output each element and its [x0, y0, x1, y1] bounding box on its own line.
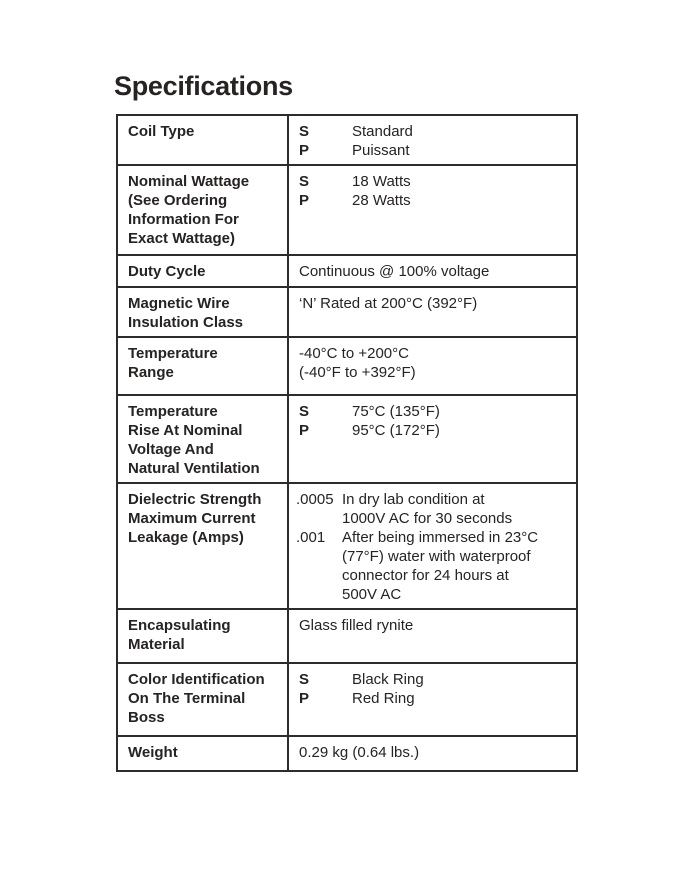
- spec-row-weight: Weight 0.29 kg (0.64 lbs.): [118, 737, 576, 770]
- value-line: 1000V AC for 30 seconds: [342, 510, 513, 527]
- label-line: Coil Type: [128, 123, 195, 140]
- variant-key: P: [299, 690, 310, 707]
- row-label: Nominal Wattage (See Ordering Informatio…: [118, 166, 289, 254]
- row-value: S 75°C (135°F) P 95°C (172°F): [289, 396, 576, 482]
- row-label: Magnetic Wire Insulation Class: [118, 288, 289, 336]
- variant-entry: P 28 Watts: [299, 191, 574, 210]
- label-line: Temperature: [128, 403, 218, 420]
- condition-key: .0005: [296, 491, 334, 508]
- row-value: ‘N’ Rated at 200°C (392°F): [289, 288, 576, 336]
- variant-entry: S 75°C (135°F): [299, 402, 574, 421]
- label-line: Rise At Nominal: [128, 422, 243, 439]
- value-line: 95°C (172°F): [352, 422, 440, 439]
- label-line: Maximum Current: [128, 510, 256, 527]
- variant-entry: S Standard: [299, 122, 574, 141]
- spec-row-color-identification: Color Identification On The Terminal Bos…: [118, 664, 576, 737]
- variant-entry: P Puissant: [299, 141, 574, 160]
- condition-entry: .0005 In dry lab condition at 1000V AC f…: [296, 490, 574, 528]
- condition-text: After being immersed in 23°C (77°F) wate…: [342, 528, 538, 604]
- label-line: Encapsulating: [128, 617, 231, 634]
- row-value: S 18 Watts P 28 Watts: [289, 166, 576, 254]
- variant-key: S: [299, 671, 310, 688]
- row-value: .0005 In dry lab condition at 1000V AC f…: [289, 484, 576, 608]
- value-line: After being immersed in 23°C: [342, 529, 539, 546]
- variant-entry: P Red Ring: [299, 689, 574, 708]
- label-line: Magnetic Wire: [128, 295, 230, 312]
- value-line: 500V AC: [342, 586, 402, 603]
- label-line: Dielectric Strength: [128, 491, 262, 508]
- label-line: Information For: [128, 211, 239, 228]
- condition-entry: .001 After being immersed in 23°C (77°F)…: [296, 528, 574, 604]
- row-value: Glass filled rynite: [289, 610, 576, 662]
- label-line: Natural Ventilation: [128, 460, 260, 477]
- row-label: Color Identification On The Terminal Bos…: [118, 664, 289, 735]
- value-line: 18 Watts: [352, 173, 411, 190]
- value-line: Red Ring: [352, 690, 415, 707]
- label-line: Exact Wattage): [128, 230, 235, 247]
- row-value: 0.29 kg (0.64 lbs.): [289, 737, 576, 770]
- row-label: Coil Type: [118, 116, 289, 164]
- value-line: connector for 24 hours at: [342, 567, 509, 584]
- row-label: Duty Cycle: [118, 256, 289, 286]
- label-line: Voltage And: [128, 441, 214, 458]
- label-line: (See Ordering: [128, 192, 228, 209]
- value-line: Standard: [352, 123, 413, 140]
- label-line: Duty Cycle: [128, 263, 206, 280]
- label-line: Insulation Class: [128, 314, 244, 331]
- spec-row-temperature-rise: Temperature Rise At Nominal Voltage And …: [118, 396, 576, 484]
- variant-key: P: [299, 142, 310, 159]
- value-line: 75°C (135°F): [352, 403, 440, 420]
- value-line: Black Ring: [352, 671, 424, 688]
- variant-entry: S Black Ring: [299, 670, 574, 689]
- spec-row-temperature-range: Temperature Range -40°C to +200°C (-40°F…: [118, 338, 576, 396]
- variant-key: S: [299, 403, 310, 420]
- variant-key: S: [299, 123, 310, 140]
- variant-key: S: [299, 173, 310, 190]
- row-value: S Standard P Puissant: [289, 116, 576, 164]
- label-line: Weight: [128, 744, 178, 761]
- spec-row-dielectric-strength: Dielectric Strength Maximum Current Leak…: [118, 484, 576, 610]
- specifications-table: Coil Type S Standard P Puissant Nominal …: [116, 114, 578, 772]
- spec-row-magnetic-wire-insulation-class: Magnetic Wire Insulation Class ‘N’ Rated…: [118, 288, 576, 338]
- condition-key: .001: [296, 529, 326, 546]
- label-line: Leakage (Amps): [128, 529, 244, 546]
- variant-key: P: [299, 422, 310, 439]
- row-label: Temperature Rise At Nominal Voltage And …: [118, 396, 289, 482]
- value-line: In dry lab condition at: [342, 491, 485, 508]
- row-value: S Black Ring P Red Ring: [289, 664, 576, 735]
- row-value: -40°C to +200°C (-40°F to +392°F): [289, 338, 576, 394]
- label-line: On The Terminal: [128, 690, 246, 707]
- label-line: Range: [128, 364, 174, 381]
- label-line: Temperature: [128, 345, 218, 362]
- label-line: Nominal Wattage: [128, 173, 250, 190]
- value-line: ‘N’ Rated at 200°C (392°F): [299, 295, 478, 312]
- variant-key: P: [299, 192, 310, 209]
- value-line: 0.29 kg (0.64 lbs.): [299, 744, 420, 761]
- variant-entry: S 18 Watts: [299, 172, 574, 191]
- spec-row-duty-cycle: Duty Cycle Continuous @ 100% voltage: [118, 256, 576, 288]
- row-value: Continuous @ 100% voltage: [289, 256, 576, 286]
- row-label: Encapsulating Material: [118, 610, 289, 662]
- condition-text: In dry lab condition at 1000V AC for 30 …: [342, 490, 512, 528]
- value-line: Puissant: [352, 142, 410, 159]
- spec-row-coil-type: Coil Type S Standard P Puissant: [118, 116, 576, 166]
- row-label: Dielectric Strength Maximum Current Leak…: [118, 484, 289, 608]
- label-line: Boss: [128, 709, 165, 726]
- value-line: -40°C to +200°C: [299, 345, 409, 362]
- page-title: Specifications: [114, 71, 293, 101]
- variant-entry: P 95°C (172°F): [299, 421, 574, 440]
- value-line: (-40°F to +392°F): [299, 364, 416, 381]
- spec-row-nominal-wattage: Nominal Wattage (See Ordering Informatio…: [118, 166, 576, 256]
- label-line: Color Identification: [128, 671, 265, 688]
- value-line: Continuous @ 100% voltage: [299, 263, 490, 280]
- value-line: (77°F) water with waterproof: [342, 548, 531, 565]
- value-line: Glass filled rynite: [299, 617, 414, 634]
- row-label: Weight: [118, 737, 289, 770]
- spec-row-encapsulating-material: Encapsulating Material Glass filled ryni…: [118, 610, 576, 664]
- label-line: Material: [128, 636, 185, 653]
- row-label: Temperature Range: [118, 338, 289, 394]
- value-line: 28 Watts: [352, 192, 411, 209]
